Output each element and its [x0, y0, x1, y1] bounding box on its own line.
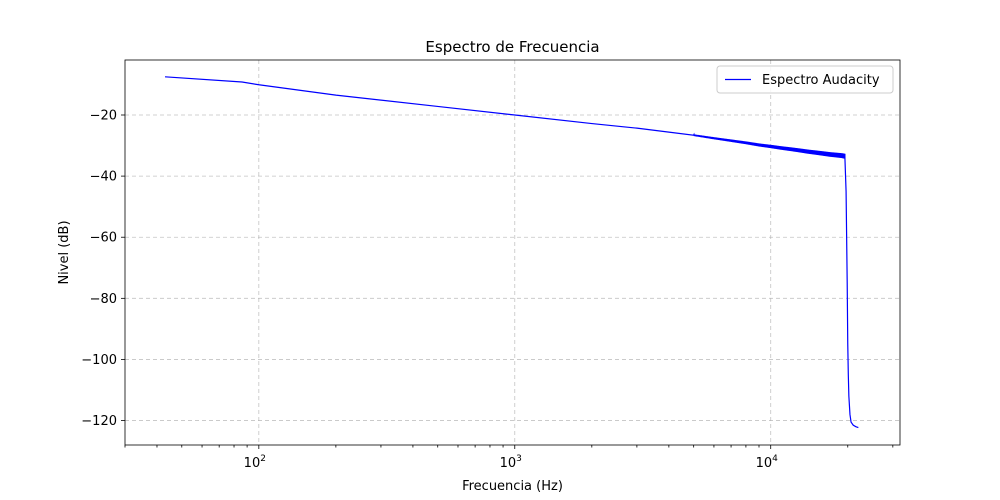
y-tick-label: −120: [81, 414, 117, 429]
legend-label: Espectro Audacity: [762, 73, 880, 88]
y-tick-label: −80: [90, 292, 117, 307]
y-tick-label: −100: [81, 353, 117, 368]
y-tick-label: −40: [90, 170, 117, 185]
x-axis: 102 103 104: [124, 445, 894, 471]
x-tick-label: 103: [500, 454, 522, 471]
x-tick-label: 104: [756, 454, 779, 471]
chart-title: Espectro de Frecuencia: [425, 38, 599, 56]
y-axis-label: Nivel (dB): [57, 220, 72, 284]
grid-lines: [125, 60, 900, 445]
plot-area: [124, 59, 901, 446]
series-line-espectro-audacity: [164, 76, 859, 429]
y-tick-label: −20: [90, 109, 117, 124]
legend-box: [716, 65, 894, 94]
legend: Espectro Audacity: [716, 65, 894, 94]
y-axis: −20 −40 −60 −80 −100 −120: [81, 109, 125, 429]
y-tick-label: −60: [90, 231, 117, 246]
x-tick-label: 102: [244, 454, 266, 471]
x-axis-label: Frecuencia (Hz): [462, 479, 563, 494]
